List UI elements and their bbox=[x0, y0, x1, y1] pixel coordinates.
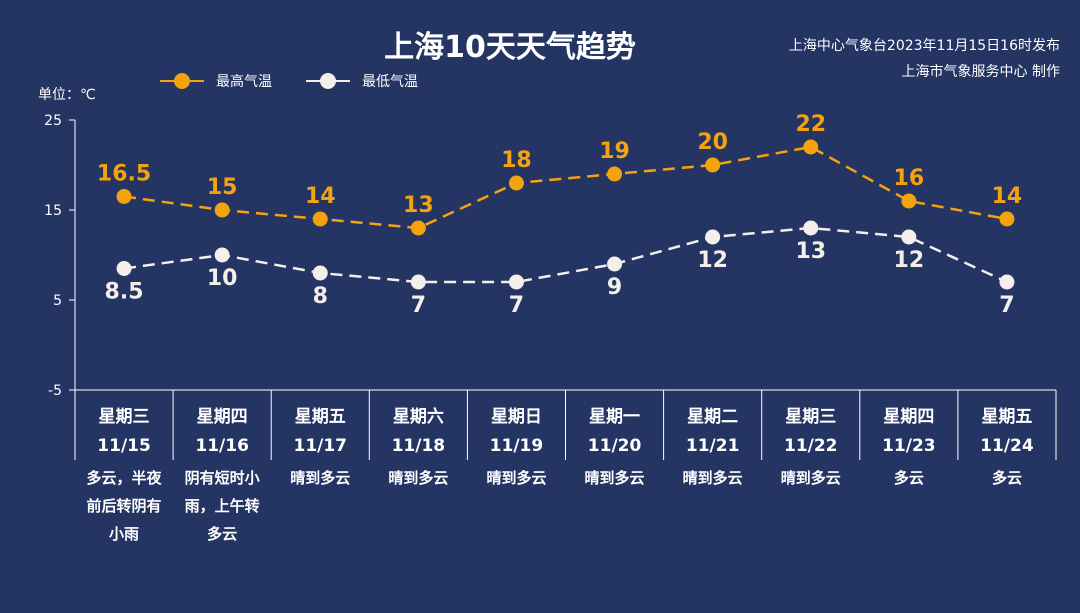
legend-item-low[interactable]: 最低气温 bbox=[306, 71, 418, 91]
day-weather: 小雨 bbox=[109, 525, 139, 543]
day-weekday: 星期五 bbox=[981, 407, 1032, 427]
data-point-low bbox=[312, 265, 328, 281]
data-point-high bbox=[705, 157, 721, 173]
data-point-high bbox=[803, 139, 819, 155]
data-label-low: 13 bbox=[795, 239, 826, 264]
data-label-high: 15 bbox=[207, 175, 238, 200]
data-point-low bbox=[508, 274, 524, 290]
series-line-low bbox=[123, 226, 1008, 284]
day-weather: 前后转阴有 bbox=[87, 497, 162, 515]
series-line-high bbox=[123, 145, 1008, 230]
day-date: 11/22 bbox=[784, 436, 838, 456]
day-date: 11/15 bbox=[97, 436, 151, 456]
data-point-high bbox=[508, 175, 524, 191]
day-date: 11/23 bbox=[882, 436, 936, 456]
day-weekday: 星期四 bbox=[197, 407, 248, 427]
data-label-low: 12 bbox=[697, 248, 728, 273]
day-weekday: 星期六 bbox=[393, 406, 444, 427]
day-weekday: 星期五 bbox=[295, 407, 346, 427]
data-label-high: 20 bbox=[697, 130, 728, 155]
day-weather: 晴到多云 bbox=[683, 469, 743, 487]
day-weather: 多云，半夜 bbox=[87, 469, 163, 487]
source-issuer: 上海中心气象台2023年11月15日16时发布 bbox=[788, 38, 1060, 54]
day-weather: 多云 bbox=[207, 525, 237, 543]
data-point-high bbox=[214, 202, 230, 218]
data-label-low: 7 bbox=[411, 293, 426, 318]
day-weather: 阴有短时小 bbox=[185, 469, 260, 487]
data-label-low: 7 bbox=[999, 293, 1014, 318]
day-date: 11/19 bbox=[490, 436, 544, 456]
data-label-low: 9 bbox=[607, 275, 622, 300]
data-label-high: 19 bbox=[599, 139, 630, 164]
y-tick-label: 5 bbox=[53, 293, 62, 309]
data-point-high bbox=[901, 193, 917, 209]
data-label-high: 22 bbox=[795, 112, 826, 137]
data-point-low bbox=[410, 274, 426, 290]
day-date: 11/17 bbox=[293, 436, 347, 456]
day-weather: 晴到多云 bbox=[388, 469, 448, 487]
legend: 最高气温 最低气温 bbox=[160, 70, 452, 92]
day-date: 11/20 bbox=[588, 436, 642, 456]
day-weather: 晴到多云 bbox=[585, 469, 645, 487]
legend-label-high: 最高气温 bbox=[216, 74, 272, 90]
data-point-high bbox=[999, 211, 1015, 227]
day-weather: 晴到多云 bbox=[290, 469, 350, 487]
data-point-high bbox=[312, 211, 328, 227]
day-weekday: 星期一 bbox=[589, 407, 640, 427]
day-date: 11/16 bbox=[195, 436, 249, 456]
day-weekday: 星期二 bbox=[687, 407, 738, 427]
data-label-high: 14 bbox=[992, 184, 1023, 209]
day-weather: 晴到多云 bbox=[486, 469, 546, 487]
day-weather: 多云 bbox=[894, 469, 924, 487]
data-label-low: 12 bbox=[894, 248, 925, 273]
data-label-high: 14 bbox=[305, 184, 336, 209]
data-point-low bbox=[999, 274, 1015, 290]
data-point-high bbox=[116, 189, 132, 204]
day-weekday: 星期三 bbox=[99, 407, 150, 427]
data-label-low: 8 bbox=[313, 284, 328, 309]
data-point-high bbox=[607, 166, 623, 182]
y-tick-label: 25 bbox=[44, 113, 62, 129]
day-weather: 晴到多云 bbox=[781, 469, 841, 487]
chart-title: 上海10天天气趋势 bbox=[384, 30, 636, 65]
day-weekday: 星期日 bbox=[491, 407, 542, 427]
data-label-low: 8.5 bbox=[105, 280, 144, 305]
day-date: 11/18 bbox=[392, 436, 446, 456]
data-label-high: 18 bbox=[501, 148, 532, 173]
unit-label: 单位：℃ bbox=[38, 87, 96, 103]
data-point-low bbox=[901, 229, 917, 245]
data-label-high: 16 bbox=[894, 166, 925, 191]
data-label-low: 10 bbox=[207, 266, 238, 291]
day-weekday: 星期三 bbox=[785, 407, 836, 427]
data-point-low bbox=[214, 247, 230, 263]
data-label-low: 7 bbox=[509, 293, 524, 318]
legend-label-low: 最低气温 bbox=[362, 74, 418, 90]
data-point-high bbox=[410, 220, 426, 236]
data-label-high: 13 bbox=[403, 193, 434, 218]
data-label-high: 16.5 bbox=[97, 162, 151, 187]
data-point-low bbox=[705, 229, 721, 245]
day-weather: 雨，上午转 bbox=[185, 497, 260, 515]
data-point-low bbox=[607, 256, 623, 272]
legend-item-high[interactable]: 最高气温 bbox=[160, 71, 272, 91]
data-point-low bbox=[116, 261, 132, 276]
y-tick-label: 15 bbox=[44, 203, 62, 219]
data-point-low bbox=[803, 220, 819, 236]
day-weather: 多云 bbox=[992, 469, 1022, 487]
legend-swatch-low bbox=[306, 71, 350, 91]
y-tick-label: -5 bbox=[48, 383, 62, 399]
legend-swatch-high bbox=[160, 71, 204, 91]
day-date: 11/21 bbox=[686, 436, 740, 456]
source-producer: 上海市气象服务中心 制作 bbox=[901, 64, 1060, 80]
day-date: 11/24 bbox=[980, 436, 1034, 456]
day-weekday: 星期四 bbox=[883, 407, 934, 427]
source-info: 上海中心气象台2023年11月15日16时发布 上海市气象服务中心 制作 bbox=[789, 33, 1060, 85]
